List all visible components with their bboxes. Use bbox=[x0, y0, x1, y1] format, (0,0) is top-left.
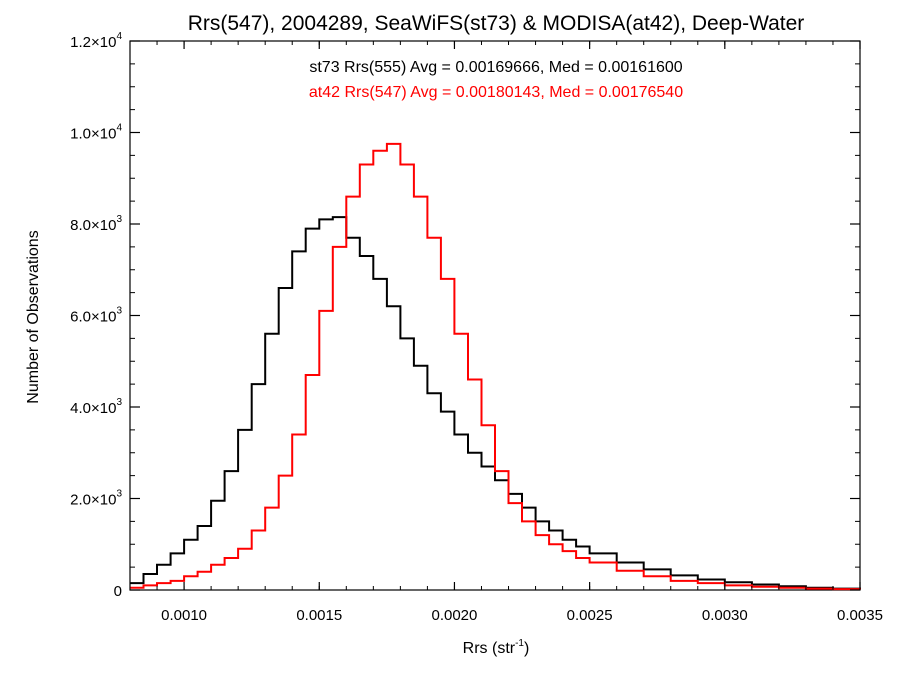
x-axis-label-end: ) bbox=[524, 640, 529, 657]
series-line-1 bbox=[130, 142, 861, 591]
y-tick-label-6: 1.2×104 bbox=[70, 31, 122, 51]
x-tick-label-2: 0.0020 bbox=[431, 607, 477, 624]
x-axis-label-sup: -1 bbox=[515, 638, 524, 649]
y-tick-label-4: 8.0×103 bbox=[70, 214, 122, 234]
x-tick-label-3: 0.0025 bbox=[567, 607, 613, 624]
x-tick-label-4: 0.0030 bbox=[702, 607, 748, 624]
x-tick-label-0: 0.0010 bbox=[161, 607, 207, 624]
x-tick-label-5: 0.0035 bbox=[837, 607, 883, 624]
plot-border bbox=[129, 40, 861, 591]
x-tick-label-1: 0.0015 bbox=[296, 607, 342, 624]
y-tick-label-1: 2.0×103 bbox=[70, 489, 122, 509]
y-tick-label-0: 0 bbox=[114, 583, 122, 600]
x-axis-label: Rrs (str-1) bbox=[463, 638, 530, 657]
axes: 0.0010 0.0015 0.0020 0.0025 0.0030 0.0035 0 2.0… bbox=[70, 31, 883, 624]
series-layer bbox=[130, 142, 861, 591]
x-axis-label-text: Rrs (str bbox=[463, 640, 516, 657]
y-axis-label: Number of Observations bbox=[25, 230, 42, 403]
y-tick-label-2: 4.0×103 bbox=[70, 397, 122, 417]
y-tick-label-5: 1.0×104 bbox=[70, 123, 122, 143]
chart-title: Rrs(547), 2004289, SeaWiFS(st73) & MODIS… bbox=[188, 12, 805, 35]
annotation-at42: at42 Rrs(547) Avg = 0.00180143, Med = 0.… bbox=[309, 84, 683, 101]
plot-area bbox=[129, 40, 861, 591]
annotation-st73: st73 Rrs(555) Avg = 0.00169666, Med = 0.… bbox=[309, 59, 682, 76]
series-line-0 bbox=[130, 216, 861, 590]
y-tick-label-3: 6.0×103 bbox=[70, 306, 122, 326]
